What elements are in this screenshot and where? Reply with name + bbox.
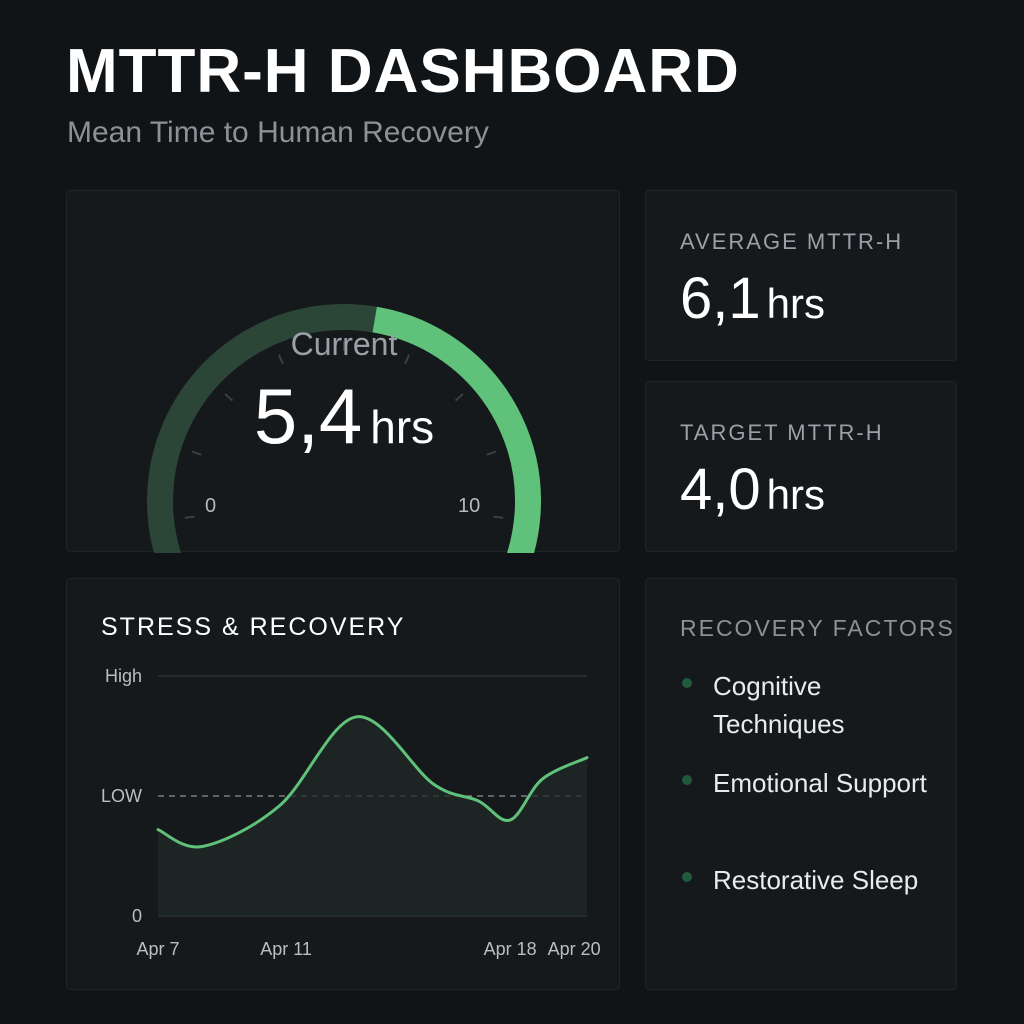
gauge-tick [191,450,202,456]
chart-y-tick-label: 0 [132,906,142,926]
target-mttr-reading: 4,0 hrs [680,456,825,523]
gauge-label: Current [290,326,398,362]
chart-x-tick-label: Apr 18 [484,939,537,959]
chart-title: STRESS & RECOVERY [101,613,406,641]
average-mttr-reading: 6,1 hrs [680,265,825,332]
gauge-unit: hrs [370,401,435,453]
gauge-tick [278,354,284,365]
stress-recovery-chart: 0 LOW High Apr 7 Apr 11 Apr 18 Apr 20 [101,666,601,959]
stress-recovery-chart-card: STRESS & RECOVERY 0 LOW High Apr 7 Apr 11 Apr… [66,578,620,990]
page-title: MTTR-H DASHBOARD [66,37,740,106]
chart-x-tick-label: Apr 7 [136,939,179,959]
recovery-factors-title: RECOVERY FACTORS [680,615,955,641]
gauge-tick [224,393,234,402]
factor-label: Emotional Support [713,768,927,798]
page-subtitle: Mean Time to Human Recovery [67,116,489,149]
gauge-tick [493,515,504,519]
average-mttr-label: AVERAGE MTTR-H [680,229,904,254]
average-mttr-unit: hrs [766,280,825,327]
gauge-value: 5,4 [253,372,363,460]
gauge-max-label: 10 [458,495,481,517]
gauge-min-label: 0 [205,495,217,517]
target-mttr-card: TARGET MTTR-H 4,0 hrs [645,381,957,552]
bullet-dot-icon [682,872,692,882]
target-mttr-value: 4,0 [680,457,761,522]
chart-y-tick-label: High [105,666,142,686]
chart-y-tick-label: LOW [101,786,142,806]
average-mttr-card: AVERAGE MTTR-H 6,1 hrs [645,190,957,361]
gauge-tick [454,393,464,402]
bullet-dot-icon [682,775,692,785]
chart-x-tick-label: Apr 20 [548,939,601,959]
average-mttr-value: 6,1 [680,266,761,331]
gauge-reading: 5,4 hrs [67,371,621,462]
gauge-tick [486,450,497,456]
chart-series-line [156,715,589,849]
gauge-track [147,304,377,600]
gauge-fill [372,306,541,600]
target-mttr-unit: hrs [766,471,825,518]
current-mttr-gauge-card: Current 5,4 hrs 0 10 [66,190,621,600]
chart-x-tick-label: Apr 11 [260,939,312,959]
gauge-svg [147,304,541,600]
bullet-dot-icon [682,678,692,688]
target-mttr-label: TARGET MTTR-H [680,420,884,445]
gauge-tick [404,354,410,365]
gauge-ticks [184,341,504,519]
chart-area-fill [158,716,587,916]
gauge-tick [184,515,195,519]
factor-label: Restorative Sleep [713,865,919,895]
recovery-factors-card: RECOVERY FACTORS Cognitive Techniques Em… [645,578,957,990]
factor-label: Cognitive Techniques [713,671,845,739]
